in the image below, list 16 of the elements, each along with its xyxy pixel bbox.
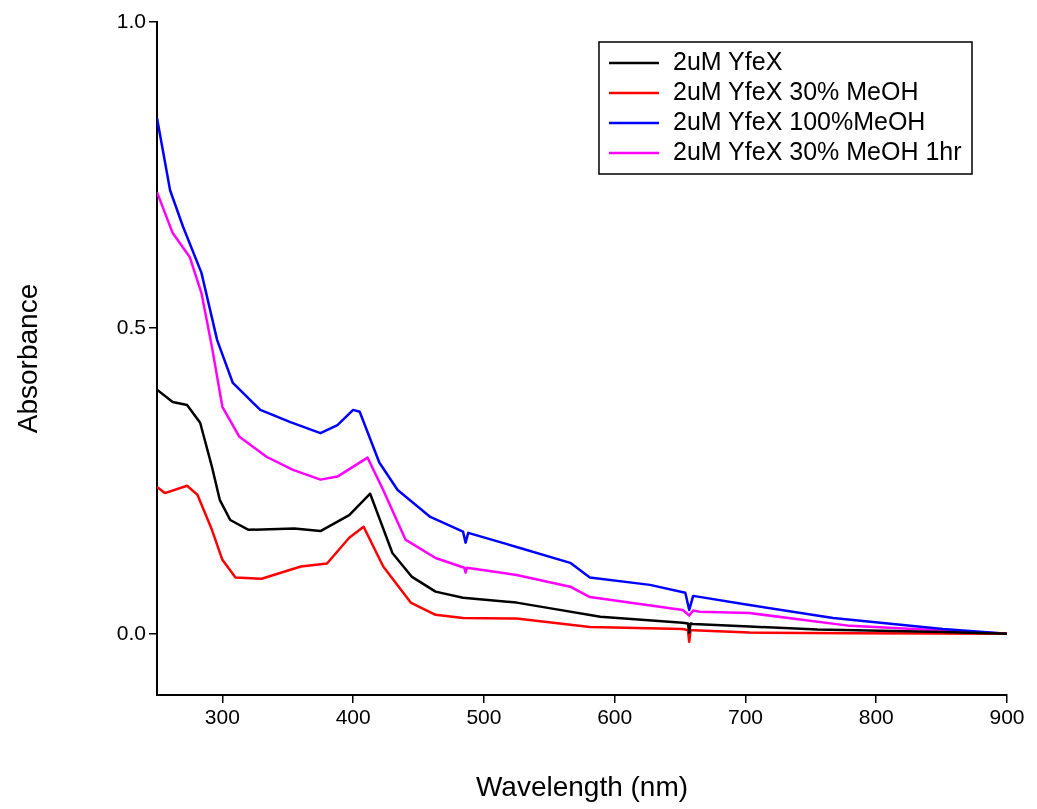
legend-label: 2uM YfeX 100%MeOH [672, 106, 926, 135]
x-axis-title: Wavelength (nm) [475, 770, 689, 802]
x-tick-label: 800 [858, 705, 894, 729]
y-tick-label: 0.5 [116, 314, 146, 338]
x-tick-label: 400 [335, 705, 371, 729]
x-tick-label: 900 [989, 705, 1025, 729]
x-tick-label: 500 [466, 705, 502, 729]
x-tick-label: 300 [204, 705, 240, 729]
y-tick-label: 0.0 [116, 620, 146, 644]
legend-label: 2uM YfeX 30% MeOH 1hr [672, 136, 962, 165]
y-axis-title: Absorbance [11, 283, 43, 434]
legend-label: 2uM YfeX [672, 46, 783, 75]
y-tick-label: 1.0 [116, 8, 146, 32]
x-tick-label: 600 [597, 705, 633, 729]
legend-label: 2uM YfeX 30% MeOH [672, 76, 919, 105]
x-tick-label: 700 [727, 705, 763, 729]
